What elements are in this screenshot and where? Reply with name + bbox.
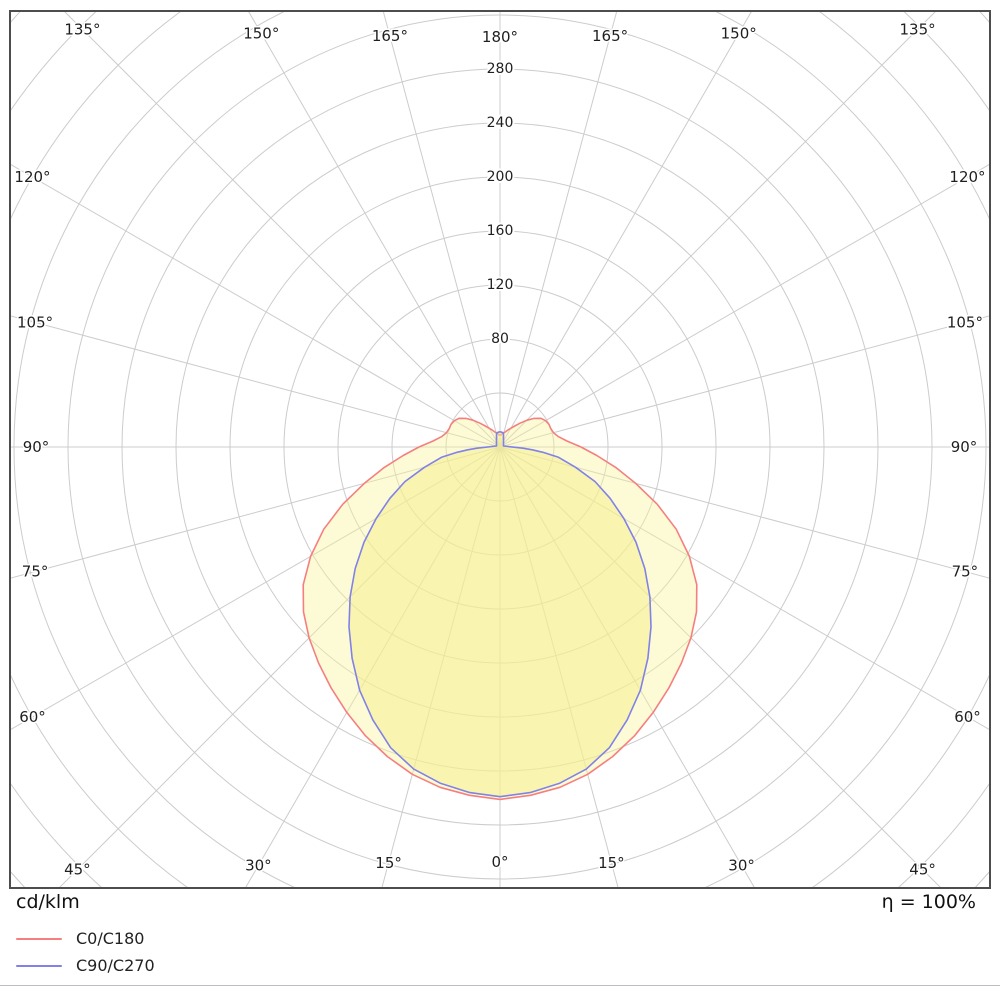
angle-label: 135° — [64, 20, 100, 38]
legend-swatch-c0-c180-line — [16, 937, 62, 940]
angle-label: 45° — [64, 861, 91, 879]
angle-label: 45° — [909, 861, 936, 879]
legend-label-c90-c270: C90/C270 — [76, 956, 155, 975]
radial-label: 280 — [487, 61, 514, 77]
chart-border — [9, 10, 991, 889]
angle-label: 60° — [954, 708, 981, 726]
bottom-divider-line — [0, 985, 1000, 986]
efficiency-label: η = 100% — [881, 891, 976, 913]
legend-label-c0-c180: C0/C180 — [76, 929, 145, 948]
angle-label: 30° — [245, 857, 272, 875]
angle-label: 15° — [375, 854, 402, 872]
radial-tick-labels: 80 120 160 200 240 280 — [485, 59, 516, 349]
angle-label: 150° — [243, 25, 279, 43]
angle-label: 165° — [592, 27, 628, 45]
radial-label: 160 — [487, 223, 514, 239]
radial-label: 200 — [487, 169, 514, 185]
angle-label: 180° — [482, 28, 518, 46]
radial-label: 240 — [487, 115, 514, 131]
legend-swatch-c90-c270-line — [16, 964, 62, 967]
angle-label: 60° — [19, 708, 46, 726]
angle-label: 165° — [372, 27, 408, 45]
curve-c90-c270 — [348, 431, 652, 798]
legend: C0/C180 C90/C270 — [16, 929, 155, 975]
angle-label: 105° — [947, 313, 983, 331]
angle-label: 120° — [14, 168, 50, 186]
angle-label: 150° — [721, 25, 757, 43]
angle-label: 15° — [598, 854, 625, 872]
angle-label: 135° — [900, 20, 936, 38]
radial-label: 120 — [487, 277, 514, 293]
angle-label: 75° — [22, 563, 49, 581]
angle-label: 120° — [949, 168, 985, 186]
legend-item-c90-c270: C90/C270 — [16, 956, 155, 975]
angle-label: 90° — [23, 438, 50, 456]
angle-tick-labels: 0° 15° 15° 30° 30° 45° 45° 60° 60° 75° 75° 90° 90° 10… — [13, 19, 987, 880]
angle-label: 30° — [728, 857, 755, 875]
angle-label: 90° — [951, 438, 978, 456]
angle-label: 105° — [17, 313, 53, 331]
radial-label: 80 — [491, 331, 509, 347]
angle-label: 75° — [952, 563, 979, 581]
legend-item-c0-c180: C0/C180 — [16, 929, 155, 948]
unit-label: cd/klm — [16, 891, 80, 913]
angle-label: 0° — [491, 853, 508, 871]
